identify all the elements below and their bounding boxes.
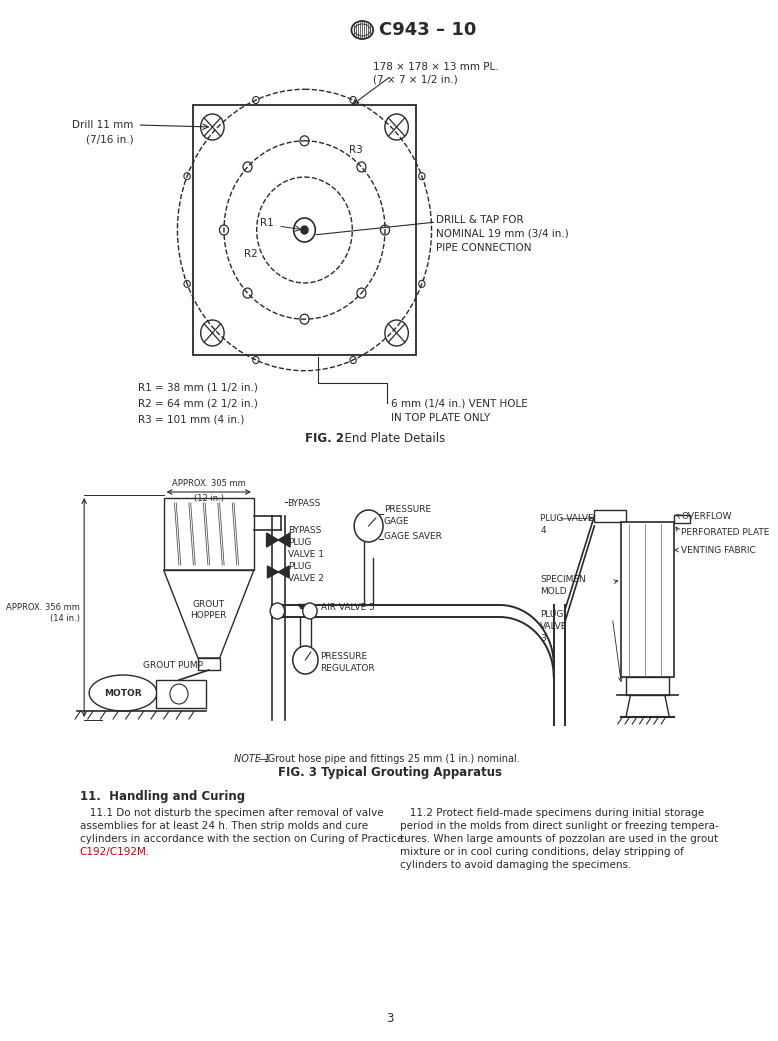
- Polygon shape: [267, 533, 279, 547]
- Text: PRESSURE
REGULATOR: PRESSURE REGULATOR: [320, 652, 374, 672]
- Text: PERFORATED PLATE: PERFORATED PLATE: [681, 528, 769, 537]
- Circle shape: [303, 603, 317, 619]
- Text: VENTING FABRIC: VENTING FABRIC: [681, 545, 755, 555]
- Text: 178 × 178 × 13 mm PL.: 178 × 178 × 13 mm PL.: [373, 62, 499, 72]
- Bar: [594, 510, 626, 522]
- Text: 11.  Handling and Curing: 11. Handling and Curing: [79, 790, 245, 803]
- Circle shape: [270, 603, 285, 619]
- Text: R2: R2: [244, 249, 258, 259]
- Text: PLUG
VALVE 2: PLUG VALVE 2: [288, 562, 324, 583]
- Bar: [198, 658, 219, 670]
- Text: (7 × 7 × 1/2 in.): (7 × 7 × 1/2 in.): [373, 74, 458, 84]
- Text: AIR VALVE 5: AIR VALVE 5: [321, 603, 375, 612]
- Text: GROUT
HOPPER: GROUT HOPPER: [191, 600, 227, 620]
- Text: DRILL & TAP FOR
NOMINAL 19 mm (3/4 in.)
PIPE CONNECTION: DRILL & TAP FOR NOMINAL 19 mm (3/4 in.) …: [436, 215, 569, 253]
- Circle shape: [354, 510, 383, 542]
- Text: C192/C192M.: C192/C192M.: [79, 847, 150, 857]
- Bar: [163, 498, 254, 570]
- Text: FIG. 2: FIG. 2: [306, 432, 345, 445]
- Text: GAGE SAVER: GAGE SAVER: [384, 532, 442, 541]
- Text: End Plate Details: End Plate Details: [337, 432, 445, 445]
- Ellipse shape: [89, 675, 157, 711]
- Bar: [674, 515, 690, 523]
- Bar: [626, 677, 669, 695]
- Text: NOTE 1: NOTE 1: [234, 754, 271, 764]
- Text: (14 in.): (14 in.): [50, 613, 79, 623]
- Text: mixture or in cool curing conditions, delay stripping of: mixture or in cool curing conditions, de…: [400, 847, 684, 857]
- Text: MOTOR: MOTOR: [104, 688, 142, 697]
- Bar: [156, 680, 206, 708]
- Text: OVERFLOW: OVERFLOW: [681, 512, 731, 520]
- Text: Drill 11 mm
(7/16 in.): Drill 11 mm (7/16 in.): [72, 120, 134, 144]
- Text: 6 mm (1/4 in.) VENT HOLE
IN TOP PLATE ONLY: 6 mm (1/4 in.) VENT HOLE IN TOP PLATE ON…: [391, 399, 528, 423]
- Text: APPROX. 356 mm: APPROX. 356 mm: [5, 604, 79, 612]
- Text: FIG. 3 Typical Grouting Apparatus: FIG. 3 Typical Grouting Apparatus: [279, 766, 503, 779]
- Text: cylinders to avoid damaging the specimens.: cylinders to avoid damaging the specimen…: [400, 860, 632, 870]
- Text: 11.1 Do not disturb the specimen after removal of valve: 11.1 Do not disturb the specimen after r…: [79, 808, 384, 818]
- Text: BYPASS: BYPASS: [287, 499, 321, 508]
- Text: C943 – 10: C943 – 10: [379, 21, 476, 39]
- Circle shape: [301, 226, 308, 234]
- Polygon shape: [268, 566, 279, 578]
- Text: R1: R1: [260, 218, 273, 228]
- Circle shape: [293, 646, 318, 674]
- Text: PRESSURE
GAGE: PRESSURE GAGE: [384, 505, 431, 526]
- Text: SPECIMEN
MOLD: SPECIMEN MOLD: [540, 575, 586, 595]
- Text: 3: 3: [387, 1012, 394, 1025]
- Text: R1 = 38 mm (1 1/2 in.)
R2 = 64 mm (2 1/2 in.)
R3 = 101 mm (4 in.): R1 = 38 mm (1 1/2 in.) R2 = 64 mm (2 1/2…: [138, 383, 258, 424]
- Text: APPROX. 305 mm: APPROX. 305 mm: [172, 479, 246, 488]
- Text: 11.2 Protect field-made specimens during initial storage: 11.2 Protect field-made specimens during…: [400, 808, 704, 818]
- Bar: [622, 522, 674, 677]
- Text: assemblies for at least 24 h. Then strip molds and cure: assemblies for at least 24 h. Then strip…: [79, 821, 368, 831]
- Text: tures. When large amounts of pozzolan are used in the grout: tures. When large amounts of pozzolan ar…: [400, 834, 718, 844]
- Text: cylinders in accordance with the section on Curing of Practice: cylinders in accordance with the section…: [79, 834, 403, 844]
- Text: PLUG VALVE
4: PLUG VALVE 4: [540, 514, 594, 535]
- Text: R3: R3: [349, 145, 363, 155]
- Text: period in the molds from direct sunlight or freezing tempera-: period in the molds from direct sunlight…: [400, 821, 719, 831]
- Polygon shape: [279, 566, 289, 578]
- Text: (12 in.): (12 in.): [194, 494, 224, 503]
- Text: BYPASS
PLUG
VALVE 1: BYPASS PLUG VALVE 1: [288, 526, 324, 559]
- Bar: [192, 105, 416, 355]
- Text: GROUT PUMP: GROUT PUMP: [143, 661, 203, 670]
- Text: —Grout hose pipe and fittings 25 mm (1 in.) nominal.: —Grout hose pipe and fittings 25 mm (1 i…: [258, 754, 520, 764]
- Polygon shape: [279, 533, 290, 547]
- Text: PLUG
VALVE
3: PLUG VALVE 3: [540, 610, 568, 642]
